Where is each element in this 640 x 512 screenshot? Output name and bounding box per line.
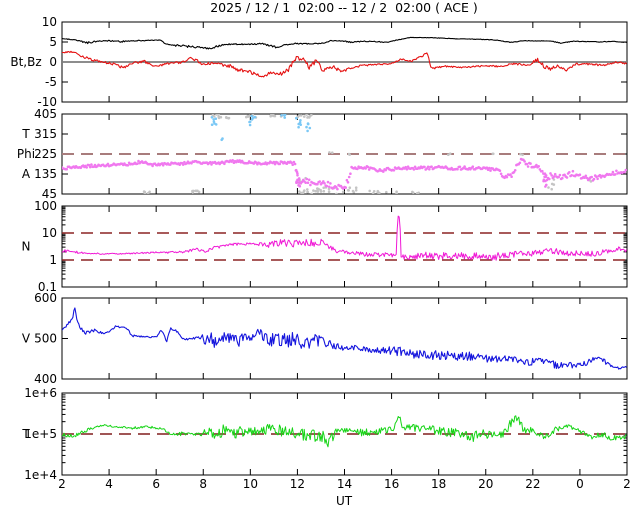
x-tick-label: 12 xyxy=(290,477,305,491)
panel-mag: 10 5 0 -5 -10 Bt,Bz xyxy=(10,15,628,109)
axis-label-t: T xyxy=(21,427,30,441)
y-tick-label: 500 xyxy=(34,332,57,346)
axis-label-n: N xyxy=(22,240,31,254)
y-tick-label: 135 xyxy=(34,167,57,181)
y-tick-label: 1e+4 xyxy=(24,468,57,482)
axis-label-phi: Phi xyxy=(17,147,35,161)
y-tick-label: -10 xyxy=(37,95,57,109)
x-tick-label: 2 xyxy=(58,477,66,491)
panel-border xyxy=(61,297,628,380)
scatter-gray-dots xyxy=(142,114,593,194)
series-bt-line xyxy=(62,36,627,50)
scatter-violet-columns-dots xyxy=(294,169,548,188)
series-bz-line xyxy=(62,50,627,78)
y-tick-label: 1e+6 xyxy=(24,386,57,400)
x-tick-label: 10 xyxy=(243,477,258,491)
scatter-blue-dots xyxy=(210,114,312,142)
x-tick-label: 16 xyxy=(384,477,399,491)
y-tick-label: 400 xyxy=(34,372,57,386)
x-tick-label: 8 xyxy=(199,477,207,491)
y-tick-label: 405 xyxy=(34,107,57,121)
y-tick-label: 100 xyxy=(34,199,57,213)
x-tick-label: 2 xyxy=(623,477,631,491)
y-tick-label: 315 xyxy=(34,127,57,141)
y-tick-label: 225 xyxy=(34,147,57,161)
x-tick-label: 20 xyxy=(478,477,493,491)
x-axis-label: UT xyxy=(336,494,353,508)
axis-label-v: V xyxy=(22,332,31,346)
x-axis-group: 2 4 6 8 10 12 14 16 18 20 22 0 2 xyxy=(58,477,631,491)
axis-label-t: T xyxy=(21,127,30,141)
x-tick-label: 6 xyxy=(152,477,160,491)
panel-density: 100 10 1 0.1 N xyxy=(22,199,628,294)
y-tick-label: 10 xyxy=(42,226,57,240)
plot-title: 2025 / 12 / 1 02:00 -- 12 / 2 02:00 ( AC… xyxy=(210,0,478,15)
y-tick-label: 45 xyxy=(42,187,57,201)
panel-speed: 600 500 400 V xyxy=(22,291,628,386)
y-tick-label: 600 xyxy=(34,291,57,305)
y-tick-label: 0 xyxy=(49,55,57,69)
series-v-line xyxy=(62,307,627,370)
axis-label-btbz: Bt,Bz xyxy=(10,55,41,69)
series-n-line xyxy=(62,215,627,261)
axis-label-a: A xyxy=(22,167,31,181)
panel-phi: 405 315 225 135 45 T Phi A xyxy=(17,107,628,201)
y-tick-label: 0.1 xyxy=(38,280,57,294)
x-tick-label: 18 xyxy=(431,477,446,491)
x-tick-label: 0 xyxy=(576,477,584,491)
x-tick-label: 4 xyxy=(105,477,113,491)
panel-temp: 1e+6 1e+5 1e+4 T xyxy=(21,386,628,482)
y-tick-label: 10 xyxy=(42,15,57,29)
panel-border xyxy=(61,205,628,288)
series-t-line xyxy=(62,415,627,448)
x-tick-label: 14 xyxy=(337,477,352,491)
panels-group: 1050-5-10Bt,Bz40531522513545TPhiA1001010… xyxy=(10,15,628,482)
y-tick-label: 1 xyxy=(49,253,57,267)
y-tick-label: 1e+5 xyxy=(24,427,57,441)
x-tick-label: 22 xyxy=(525,477,540,491)
y-tick-label: 5 xyxy=(49,35,57,49)
series-phi-dots xyxy=(62,157,627,191)
y-tick-label: -5 xyxy=(45,75,57,89)
